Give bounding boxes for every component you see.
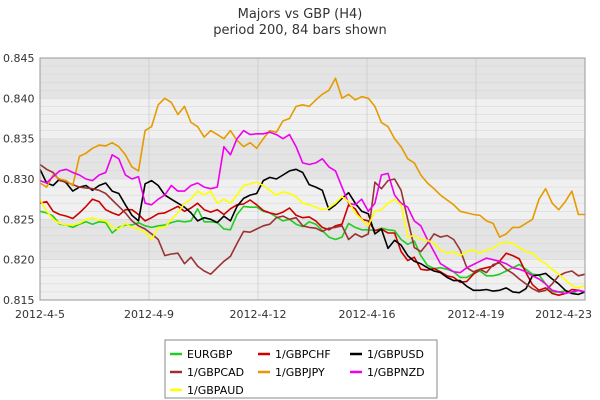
chart-title: Majors vs GBP (H4) (238, 7, 363, 22)
x-axis-ticks: 2012-4-5 2012-4-9 2012-4-12 2012-4-16 2012-4… (15, 308, 592, 321)
series-line (39, 129, 586, 295)
x-tick-label: 2012-4-23 (535, 308, 592, 321)
plot-band (40, 58, 585, 99)
legend-label: 1/GBPCHF (275, 348, 331, 361)
y-axis-ticks: 0.815 0.820 0.825 0.830 0.835 0.840 0.845 (3, 52, 35, 307)
legend-label: 1/GBPCAD (187, 366, 244, 379)
series-line (39, 168, 586, 296)
y-tick-label: 0.825 (3, 213, 35, 226)
legend-label: EURGBP (187, 348, 233, 361)
legend-label: 1/GBPUSD (367, 348, 424, 361)
plot-frame (39, 57, 586, 301)
series-line (39, 181, 586, 289)
x-tick-label: 2012-4-5 (15, 308, 65, 321)
plot-band (40, 98, 585, 139)
series-line (39, 198, 586, 297)
series-line (39, 205, 586, 295)
plot-band (40, 138, 585, 179)
plot-band (40, 259, 585, 300)
legend-box (164, 339, 438, 399)
x-tick-label: 2012-4-12 (230, 308, 287, 321)
y-tick-label: 0.835 (3, 133, 35, 146)
y-tick-label: 0.830 (3, 173, 35, 186)
y-tick-label: 0.815 (3, 294, 35, 307)
legend-label: 1/GBPAUD (187, 384, 244, 397)
y-tick-label: 0.820 (3, 254, 35, 267)
x-tick-label: 2012-4-9 (124, 308, 174, 321)
series-line (39, 163, 586, 293)
grid-lines (39, 57, 586, 301)
x-tick-label: 2012-4-19 (448, 308, 505, 321)
legend-label: 1/GBPJPY (275, 366, 325, 379)
y-tick-label: 0.840 (3, 92, 35, 105)
legend-label: 1/GBPNZD (367, 366, 425, 379)
y-tick-label: 0.845 (3, 52, 35, 65)
legend: EURGBP 1/GBPCHF 1/GBPUSD 1/GBPCAD 1/GBPJPY 1/… (164, 339, 438, 399)
chart-subtitle: period 200, 84 bars shown (213, 23, 387, 38)
series-layer (39, 77, 586, 297)
plot-band (40, 219, 585, 260)
series-line (39, 77, 585, 238)
x-tick-label: 2012-4-16 (339, 308, 396, 321)
